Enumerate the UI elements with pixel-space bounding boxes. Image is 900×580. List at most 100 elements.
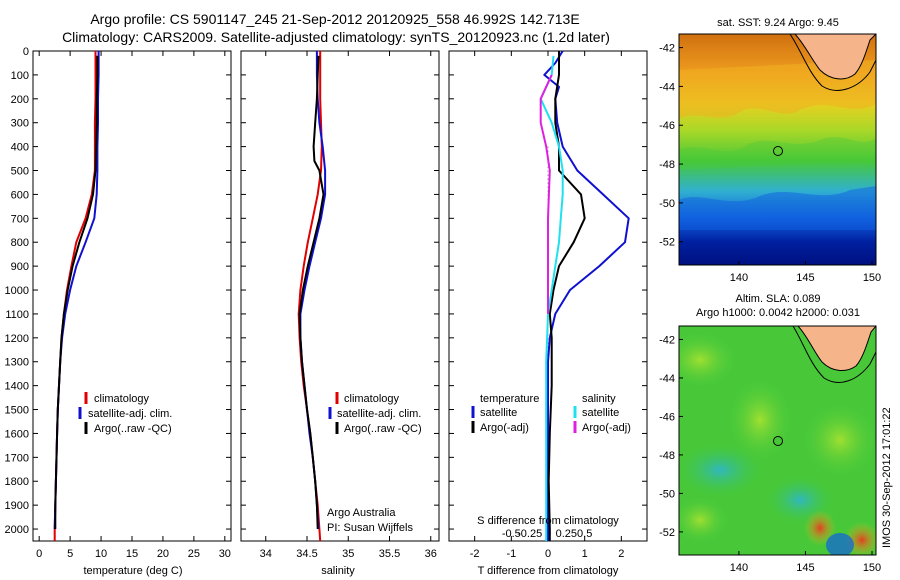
y-tick-label: 700 (11, 213, 29, 225)
series-line (53, 51, 97, 541)
y-tick-label: -48 (659, 450, 675, 462)
bathymetry-contour (789, 34, 876, 91)
series-line (539, 55, 564, 541)
series-line (54, 55, 99, 529)
difference-xlabel-top: S difference from climatology (477, 515, 619, 527)
y-tick-label: 0 (23, 46, 29, 58)
x-tick-label: 145 (796, 562, 814, 574)
salinity-xlabel: salinity (321, 565, 355, 577)
y-tick-label: 2000 (5, 524, 29, 536)
x-tick-label: 145 (796, 272, 814, 284)
x-tick-label: 150 (863, 272, 881, 284)
bathymetry-contour (792, 326, 876, 383)
x-tick-label: 140 (730, 562, 748, 574)
x-tick-label: 150 (863, 562, 881, 574)
y-tick-label: -52 (659, 527, 675, 539)
y-tick-label: 1300 (5, 357, 29, 369)
series-line (298, 55, 325, 530)
sst-map-axes (678, 33, 877, 266)
argo-position-marker (773, 436, 783, 446)
x-tick-label: 35.5 (379, 548, 400, 560)
y-tick-label: -48 (659, 159, 675, 171)
s-tick-label: 0.5 (577, 528, 592, 540)
y-tick-label: 800 (11, 237, 29, 249)
y-tick-label: 400 (11, 142, 29, 154)
y-tick-label: 500 (11, 166, 29, 178)
x-tick-label: 25 (188, 548, 200, 560)
difference-legend: temperature salinity satellite Argo(-adj… (471, 393, 631, 434)
y-tick-label: 300 (11, 118, 29, 130)
annotation-line: Argo Australia (327, 507, 396, 519)
s-tick-label: -0.25 (517, 528, 542, 540)
series-line (547, 51, 586, 541)
legend-label: climatology (94, 393, 150, 405)
salinity-plot: 34 34.5 35 35.5 36 (241, 50, 439, 560)
y-tick-label: -44 (659, 81, 675, 93)
legend-label: Argo(-adj) (480, 422, 529, 434)
y-tick-label: -42 (659, 43, 675, 55)
y-tick-label: 1800 (5, 476, 29, 488)
x-tick-label: -1 (506, 548, 516, 560)
legend-label: satellite-adj. clim. (337, 408, 421, 420)
difference-xlabel: T difference from climatology (478, 565, 619, 577)
legend-label: satellite (582, 407, 619, 419)
sla-map-field (679, 326, 876, 555)
legend-label: satellite-adj. clim. (88, 408, 172, 420)
temperature-plot: 0100200300400500600700800900100011001200… (5, 46, 231, 560)
x-tick-label: 34 (260, 548, 272, 560)
s-tick-label: -0.5 (502, 528, 521, 540)
x-tick-label: 5 (67, 548, 73, 560)
sla-map-title-line2: Argo h1000: 0.0042 h2000: 0.031 (696, 307, 860, 319)
y-tick-label: 1700 (5, 452, 29, 464)
tasmania-landmass (797, 326, 876, 371)
x-tick-label: 10 (95, 548, 107, 560)
sst-map-title: sat. SST: 9.24 Argo: 9.45 (717, 17, 839, 29)
y-tick-label: 1900 (5, 500, 29, 512)
y-tick-label: -50 (659, 198, 675, 210)
difference-plot: -2 -1 0 1 2-0.5-0.25 0 0.25 0.5 (449, 50, 647, 560)
y-tick-label: -46 (659, 411, 675, 423)
series-line (539, 74, 553, 314)
y-tick-label: 1600 (5, 428, 29, 440)
imos-timestamp: IMOS 30-Sep-2012 17:01:22 (881, 407, 893, 548)
tasmania-landmass (794, 34, 876, 80)
y-tick-label: -52 (659, 237, 675, 249)
y-tick-label: 100 (11, 70, 29, 82)
argo-position-marker (773, 146, 783, 156)
x-tick-label: 140 (730, 272, 748, 284)
y-tick-label: -50 (659, 488, 675, 500)
sst-map-field (679, 34, 876, 265)
figure-title-line1: Argo profile: CS 5901147_245 21-Sep-2012… (90, 11, 579, 27)
x-tick-label: 34.5 (296, 548, 317, 560)
y-tick-label: 900 (11, 261, 29, 273)
sla-map-title-line1: Altim. SLA: 0.089 (736, 293, 821, 305)
x-tick-label: 2 (618, 548, 624, 560)
x-tick-label: 30 (219, 548, 231, 560)
y-tick-label: 1000 (5, 285, 29, 297)
temperature-xlabel: temperature (deg C) (83, 565, 182, 577)
x-tick-label: 36 (425, 548, 437, 560)
legend-label: Argo(-adj) (582, 422, 631, 434)
salinity-axes (240, 50, 440, 542)
x-tick-label: 0 (545, 548, 551, 560)
legend-label: satellite (480, 407, 517, 419)
x-tick-label: 0 (36, 548, 42, 560)
y-tick-label: 200 (11, 94, 29, 106)
salinity-legend: climatology satellite-adj. clim. Argo(..… (327, 392, 422, 534)
y-tick-label: 1200 (5, 333, 29, 345)
s-tick-label: 0.25 (556, 528, 577, 540)
sla-map-ticks: 140 145 150 -42 -44 -46 -48 -50 -52 (659, 334, 881, 574)
x-tick-label: 1 (582, 548, 588, 560)
legend-title-salinity: salinity (582, 393, 616, 405)
y-tick-label: 1400 (5, 381, 29, 393)
figure-title-line2: Climatology: CARS2009. Satellite-adjuste… (62, 29, 610, 45)
y-tick-label: 600 (11, 189, 29, 201)
x-tick-label: -2 (470, 548, 480, 560)
y-tick-label: -44 (659, 373, 675, 385)
legend-title-temperature: temperature (480, 393, 539, 405)
x-tick-label: 35 (342, 548, 354, 560)
temperature-legend: climatology satellite-adj. clim. Argo(..… (78, 392, 172, 435)
y-tick-label: 1100 (5, 309, 29, 321)
series-line (53, 51, 100, 530)
